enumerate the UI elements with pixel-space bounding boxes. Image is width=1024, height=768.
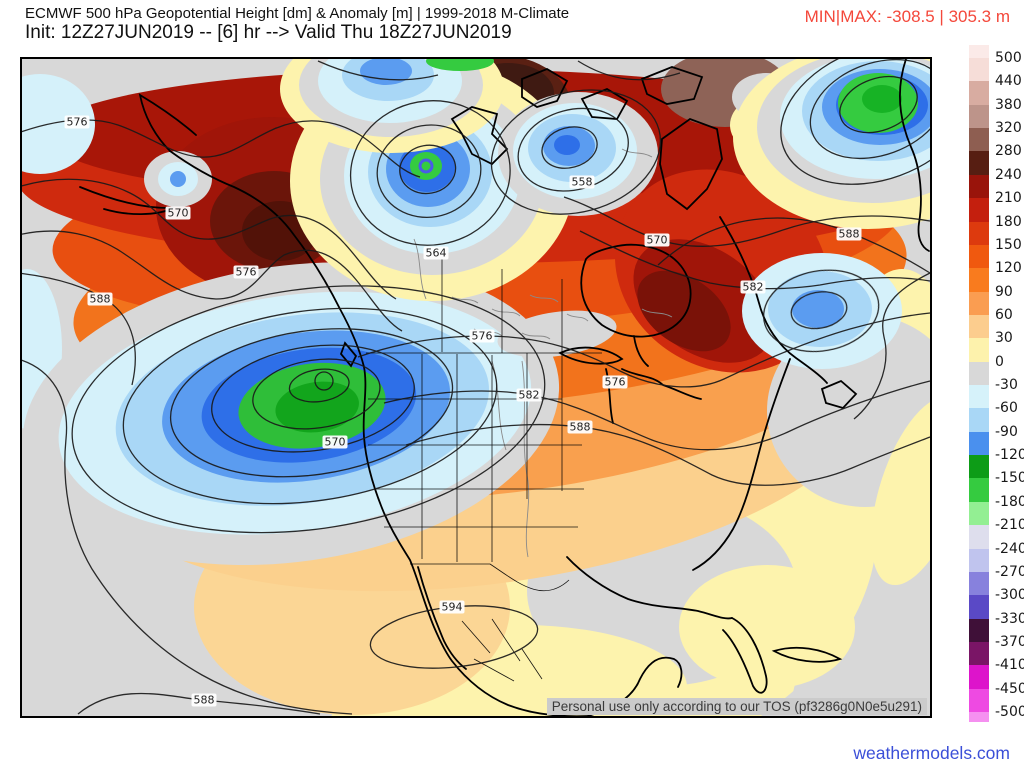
colorbar-tick-label: 30	[995, 330, 1013, 347]
colorbar-tick-label: 90	[995, 283, 1013, 300]
minmax-readout: MIN|MAX: -308.5 | 305.3 m	[804, 7, 1010, 26]
colorbar-tick-label: -410	[995, 657, 1024, 674]
colorbar-cell	[969, 268, 989, 292]
contour-label: 570	[322, 435, 348, 449]
contour-label: 576	[602, 375, 628, 389]
colorbar-tick-label: -60	[995, 400, 1018, 417]
contour-label: 582	[516, 388, 542, 402]
colorbar-tick-label: -90	[995, 423, 1018, 440]
colorbar-tick-label: 0	[995, 353, 1004, 370]
colorbar-tick-label: -330	[995, 610, 1024, 627]
colorbar-tick-label: -450	[995, 680, 1024, 697]
contour-label: 558	[569, 175, 595, 189]
colorbar-tick-label: 440	[995, 73, 1022, 90]
contour-label: 570	[644, 233, 670, 247]
contour-label: 576	[469, 329, 495, 343]
colorbar-cell	[969, 104, 989, 129]
contour-label: 588	[567, 420, 593, 434]
colorbar	[969, 45, 989, 723]
colorbar-tick-label: -150	[995, 470, 1024, 487]
tos-watermark: Personal use only according to our TOS (…	[546, 698, 927, 715]
colorbar-cell	[969, 128, 989, 152]
chart-title: ECMWF 500 hPa Geopotential Height [dm] &…	[25, 5, 570, 22]
colorbar-cell	[969, 525, 989, 549]
colorbar-tick-label: -210	[995, 517, 1024, 534]
colorbar-cell	[969, 431, 989, 456]
colorbar-cell	[969, 665, 989, 689]
colorbar-tick-label: -240	[995, 540, 1024, 557]
colorbar-tick-label: 320	[995, 120, 1022, 137]
colorbar-cell	[969, 501, 989, 526]
anomaly-map-graphic	[22, 59, 930, 716]
colorbar-cell	[969, 712, 989, 723]
colorbar-cell	[969, 45, 989, 58]
colorbar-tick-label: 210	[995, 190, 1022, 207]
colorbar-cell	[969, 314, 989, 339]
colorbar-tick-label: 380	[995, 96, 1022, 113]
colorbar-tick-label: -30	[995, 377, 1018, 394]
contour-label: 564	[423, 246, 449, 260]
colorbar-cell	[969, 244, 989, 269]
colorbar-cell	[969, 618, 989, 642]
colorbar-cell	[969, 688, 989, 713]
colorbar-cell	[969, 221, 989, 245]
map-canvas: 576 570 576 588 570 588 594 564 558 570 582 588 576 5…	[20, 57, 932, 718]
colorbar-tick-label: -300	[995, 587, 1024, 604]
colorbar-cell	[969, 81, 989, 105]
colorbar-cell	[969, 641, 989, 666]
colorbar-tick-label: 280	[995, 143, 1022, 160]
colorbar-cell	[969, 338, 989, 362]
colorbar-tick-label: -270	[995, 563, 1024, 580]
colorbar-cell	[969, 548, 989, 572]
colorbar-tick-label: 240	[995, 166, 1022, 183]
colorbar-cell	[969, 408, 989, 432]
colorbar-cell	[969, 455, 989, 479]
colorbar-cell	[969, 385, 989, 409]
colorbar-tick-label: 500	[995, 50, 1022, 66]
colorbar-tick-label: 60	[995, 306, 1013, 323]
colorbar-tick-label: -120	[995, 447, 1024, 464]
contour-label-layer: 576 570 576 588 570 588 594 564 558 570 582 588 576 5…	[22, 59, 930, 716]
contour-label: 582	[740, 280, 766, 294]
colorbar-cell	[969, 198, 989, 222]
contour-label: 588	[836, 227, 862, 241]
contour-label: 576	[233, 265, 259, 279]
weathermodels-link[interactable]: weathermodels.com	[853, 743, 1010, 763]
colorbar-tick-label: -500	[995, 704, 1024, 721]
colorbar-cell	[969, 478, 989, 502]
colorbar-cell	[969, 151, 989, 175]
contour-label: 576	[64, 115, 90, 129]
colorbar-tick-label: 150	[995, 236, 1022, 253]
chart-init-valid-line: Init: 12Z27JUN2019 -- [6] hr --> Valid T…	[25, 22, 512, 43]
contour-label: 588	[191, 693, 217, 707]
contour-label: 570	[165, 206, 191, 220]
colorbar-cell	[969, 571, 989, 596]
colorbar-cell	[969, 174, 989, 199]
colorbar-tick-label: 120	[995, 260, 1022, 277]
colorbar-cell	[969, 58, 989, 82]
colorbar-tick-label: 180	[995, 213, 1022, 230]
colorbar-cell	[969, 595, 989, 619]
colorbar-tick-label: -180	[995, 493, 1024, 510]
colorbar-cell	[969, 361, 989, 386]
contour-label: 588	[87, 292, 113, 306]
colorbar-cell	[969, 291, 989, 315]
colorbar-tick-label: -370	[995, 634, 1024, 650]
contour-label: 594	[439, 600, 465, 614]
